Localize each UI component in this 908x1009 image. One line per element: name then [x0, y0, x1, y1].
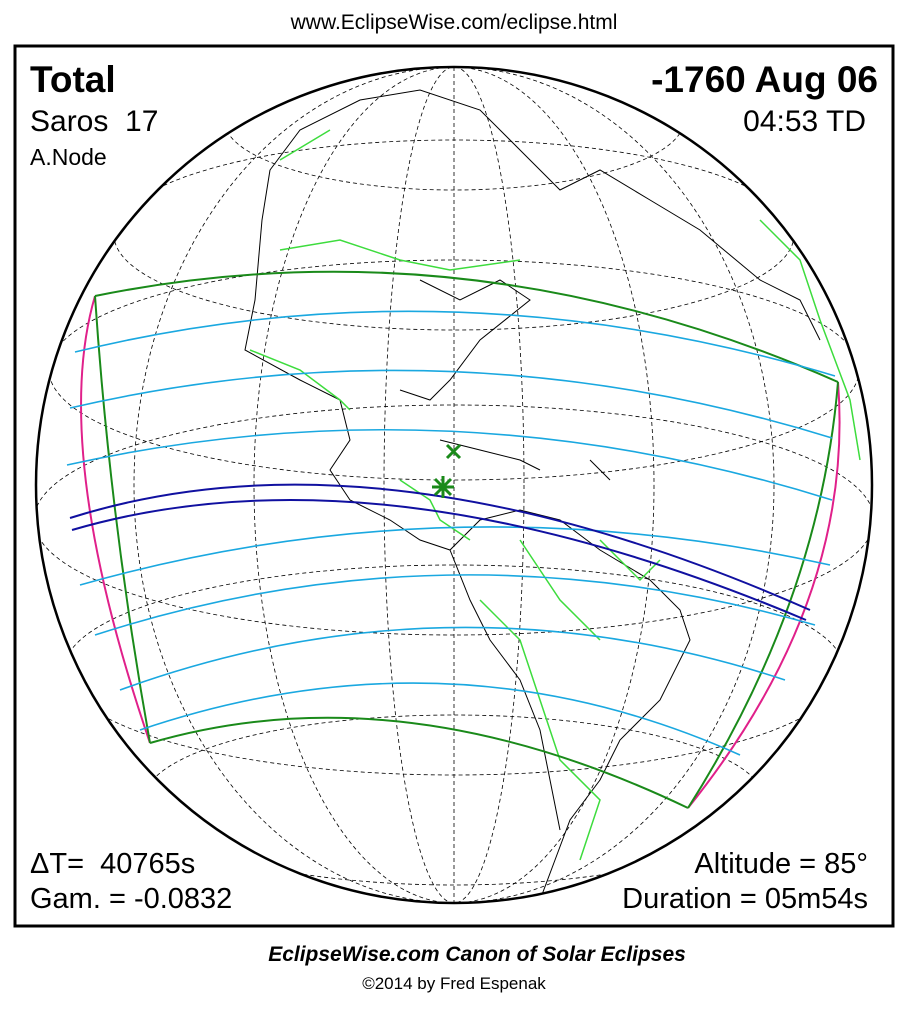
delta-t: ΔT= 40765s [30, 848, 195, 880]
footer-title: EclipseWise.com Canon of Solar Eclipses [268, 943, 686, 966]
altitude: Altitude = 85° [694, 848, 868, 880]
copyright: ©2014 by Fred Espenak [362, 974, 546, 993]
eclipse-type: Total [30, 59, 116, 100]
duration: Duration = 05m54s [622, 883, 868, 915]
gamma: Gam. = -0.0832 [30, 883, 232, 915]
eclipse-date: -1760 Aug 06 [651, 59, 878, 100]
globe [34, 65, 874, 905]
node: A.Node [30, 144, 107, 170]
saros: Saros 17 [30, 105, 158, 138]
url: www.EclipseWise.com/eclipse.html [290, 11, 618, 34]
time: 04:53 TD [743, 105, 866, 138]
